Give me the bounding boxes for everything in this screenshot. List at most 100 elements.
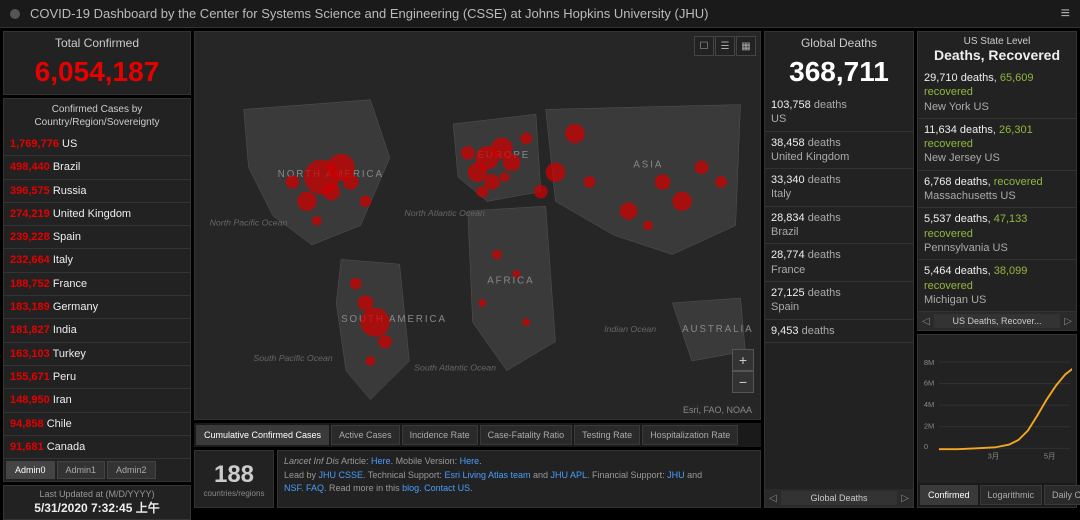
faq-link[interactable]: FAQ [306, 483, 324, 493]
map-tab[interactable]: Active Cases [331, 425, 400, 445]
map-tab[interactable]: Hospitalization Rate [642, 425, 738, 445]
list-item[interactable]: 6,768 deaths, recoveredMassachusetts US [918, 171, 1076, 209]
esri-link[interactable]: Esri Living Atlas team [444, 470, 530, 480]
total-confirmed-panel: Total Confirmed 6,054,187 [3, 31, 191, 95]
global-deaths-label: Global Deaths [765, 32, 913, 54]
global-deaths-value: 368,711 [765, 54, 913, 94]
admin-tab[interactable]: Admin0 [6, 461, 55, 479]
contact-link[interactable]: Contact US [424, 483, 470, 493]
us-title-1: US State Level [922, 36, 1072, 47]
list-item[interactable]: 103,758 deathsUS [765, 94, 913, 132]
chevron-left-icon[interactable]: ◁ [767, 493, 779, 504]
map-tab[interactable]: Cumulative Confirmed Cases [196, 425, 329, 445]
list-item[interactable]: 181,827 India [4, 319, 190, 342]
svg-text:5月: 5月 [1044, 452, 1056, 461]
zoom-out-button[interactable]: − [732, 371, 754, 393]
layers-icon[interactable]: ☰ [715, 36, 735, 56]
jhu-apl-link[interactable]: JHU APL [551, 470, 588, 480]
global-deaths-panel: Global Deaths 368,711 103,758 deathsUS38… [764, 31, 914, 508]
mobile-link[interactable]: Here [460, 456, 480, 466]
chart-tab[interactable]: Logarithmic [980, 485, 1043, 505]
map-tab[interactable]: Incidence Rate [402, 425, 478, 445]
list-item[interactable]: 94,858 Chile [4, 413, 190, 436]
svg-text:8M: 8M [924, 358, 934, 367]
list-item[interactable]: 163,103 Turkey [4, 343, 190, 366]
nsf-link[interactable]: NSF [284, 483, 301, 493]
list-item[interactable]: 155,671 Peru [4, 366, 190, 389]
list-item[interactable]: 188,752 France [4, 273, 190, 296]
list-item[interactable]: 38,458 deathsUnited Kingdom [765, 132, 913, 170]
deaths-nav-label[interactable]: Global Deaths [781, 491, 898, 505]
jhu-csse-link[interactable]: JHU CSSE [319, 470, 364, 480]
list-item[interactable]: 28,834 deathsBrazil [765, 207, 913, 245]
svg-text:North Atlantic Ocean: North Atlantic Ocean [404, 208, 485, 218]
chevron-right-icon[interactable]: ▷ [899, 493, 911, 504]
admin-tabs: Admin0Admin1Admin2 [4, 459, 190, 481]
svg-text:AUSTRALIA: AUSTRALIA [682, 324, 754, 335]
map[interactable]: ☐ ☰ ▦ NORTH AMERICA SOUTH AMERICA EUROPE… [194, 31, 761, 420]
total-confirmed-value: 6,054,187 [4, 54, 190, 94]
last-updated-panel: Last Updated at (M/D/YYYY) 5/31/2020 7:3… [3, 485, 191, 520]
list-item[interactable]: 33,340 deathsItaly [765, 169, 913, 207]
svg-text:South Atlantic Ocean: South Atlantic Ocean [414, 363, 496, 373]
chart-tab[interactable]: Confirmed [920, 485, 978, 505]
list-item[interactable]: 5,537 deaths, 47,133 recoveredPennsylvan… [918, 208, 1076, 260]
list-item[interactable]: 29,710 deaths, 65,609 recoveredNew York … [918, 67, 1076, 119]
svg-text:South Pacific Ocean: South Pacific Ocean [253, 353, 332, 363]
list-item[interactable]: 274,219 United Kingdom [4, 203, 190, 226]
svg-text:SOUTH AMERICA: SOUTH AMERICA [341, 314, 447, 325]
confirmed-list-panel: Confirmed Cases by Country/Region/Sovere… [3, 98, 191, 482]
list-item[interactable]: 148,950 Iran [4, 389, 190, 412]
us-title-2: Deaths, Recovered [922, 47, 1072, 63]
list-item[interactable]: 232,664 Italy [4, 249, 190, 272]
countries-label: countries/regions [195, 489, 273, 498]
list-item[interactable]: 1,769,776 US [4, 133, 190, 156]
header-bar: COVID-19 Dashboard by the Center for Sys… [0, 0, 1080, 28]
header-dot-icon [10, 9, 20, 19]
list-item[interactable]: 239,228 Spain [4, 226, 190, 249]
list-item[interactable]: 183,189 Germany [4, 296, 190, 319]
menu-icon[interactable]: ≡ [1061, 5, 1070, 23]
lancet-link[interactable]: Here [371, 456, 391, 466]
header-title: COVID-19 Dashboard by the Center for Sys… [30, 6, 1061, 21]
countries-count-panel: 188 countries/regions [194, 450, 274, 508]
us-state-panel: US State Level Deaths, Recovered 29,710 … [917, 31, 1077, 331]
svg-text:ASIA: ASIA [633, 159, 663, 170]
svg-text:North Pacific Ocean: North Pacific Ocean [210, 218, 288, 228]
countries-count: 188 [195, 461, 273, 489]
blog-link[interactable]: blog [402, 483, 419, 493]
list-item[interactable]: 5,464 deaths, 38,099 recoveredMichigan U… [918, 260, 1076, 312]
us-nav-label[interactable]: US Deaths, Recover... [934, 314, 1061, 328]
list-item[interactable]: 27,125 deathsSpain [765, 282, 913, 320]
list-item[interactable]: 91,681 Canada [4, 436, 190, 459]
svg-text:0: 0 [924, 442, 928, 451]
last-updated-value: 5/31/2020 7:32:45 上午 [8, 499, 186, 516]
map-attribution: Esri, FAO, NOAA [679, 404, 756, 416]
chevron-left-icon[interactable]: ◁ [920, 316, 932, 327]
list-item[interactable]: 11,634 deaths, 26,301 recoveredNew Jerse… [918, 119, 1076, 171]
list-item[interactable]: 498,440 Brazil [4, 156, 190, 179]
chart-tab[interactable]: Daily Cases [1044, 485, 1080, 505]
bookmark-icon[interactable]: ☐ [694, 36, 714, 56]
jhu-link[interactable]: JHU [667, 470, 685, 480]
chart-tabs: ConfirmedLogarithmicDaily Cases [918, 483, 1076, 507]
basemap-icon[interactable]: ▦ [736, 36, 756, 56]
map-tab[interactable]: Testing Rate [574, 425, 640, 445]
confirmed-list-title: Confirmed Cases by Country/Region/Sovere… [4, 99, 190, 133]
list-item[interactable]: 28,774 deathsFrance [765, 244, 913, 282]
map-tabs: Cumulative Confirmed CasesActive CasesIn… [194, 423, 761, 447]
list-item[interactable]: 9,453 deaths [765, 320, 913, 343]
admin-tab[interactable]: Admin2 [107, 461, 156, 479]
svg-text:3月: 3月 [988, 452, 1000, 461]
svg-text:Indian Ocean: Indian Ocean [604, 324, 656, 334]
svg-text:6M: 6M [924, 379, 934, 388]
credits-panel: Lancet Inf Dis Article: Here. Mobile Ver… [277, 450, 761, 508]
map-tab[interactable]: Case-Fatality Ratio [480, 425, 573, 445]
svg-text:2M: 2M [924, 422, 934, 431]
zoom-in-button[interactable]: + [732, 349, 754, 371]
chevron-right-icon[interactable]: ▷ [1062, 316, 1074, 327]
chart-panel: 8M 6M 4M 2M 0 3月 5月 ConfirmedLogarithmic… [917, 334, 1077, 508]
admin-tab[interactable]: Admin1 [57, 461, 106, 479]
list-item[interactable]: 396,575 Russia [4, 180, 190, 203]
total-confirmed-label: Total Confirmed [4, 32, 190, 54]
